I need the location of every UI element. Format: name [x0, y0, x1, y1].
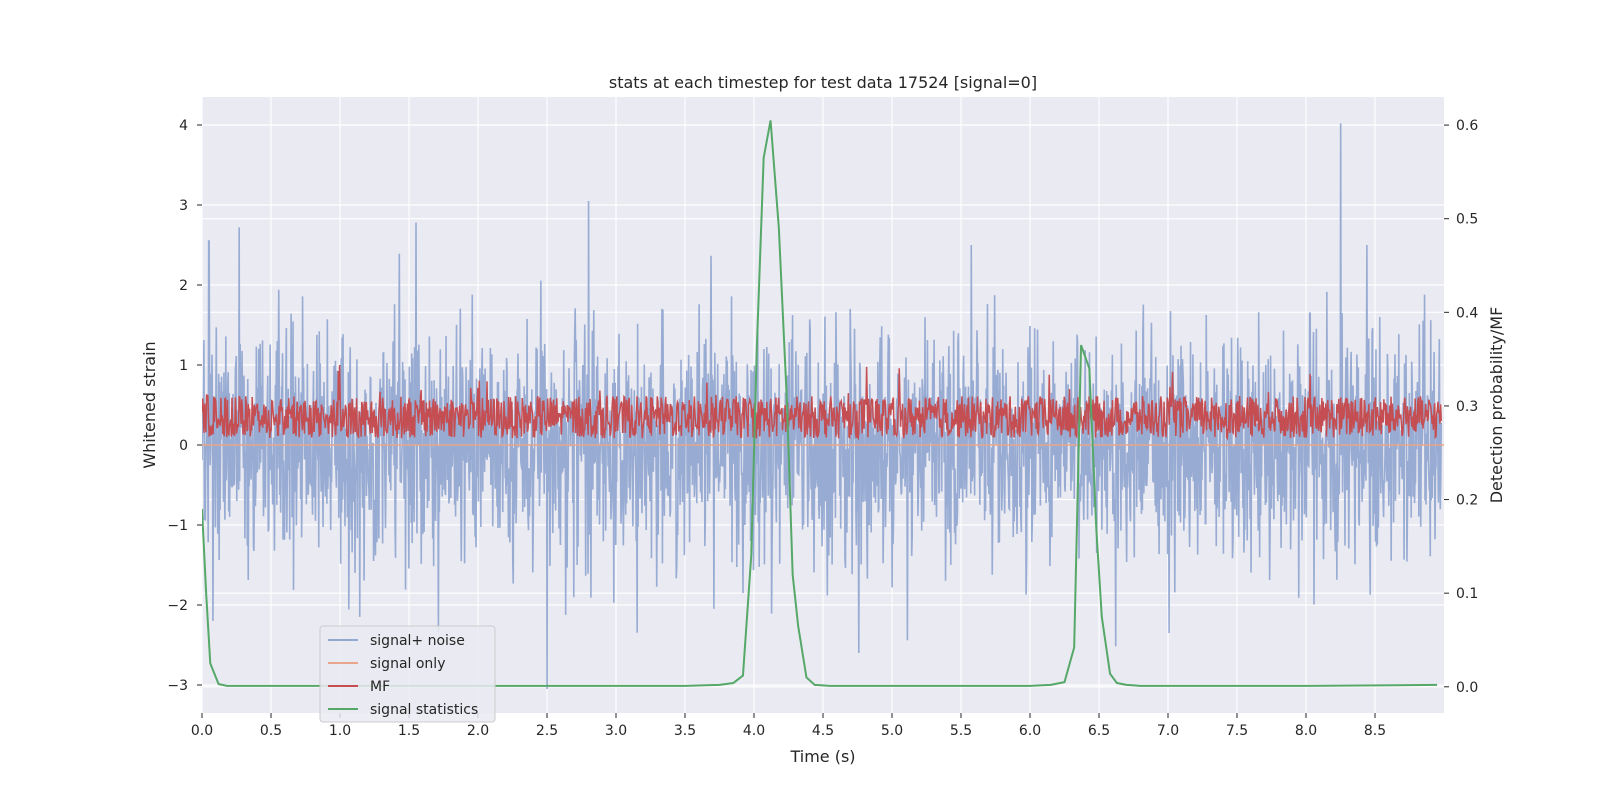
x-tick-label-12: 6.0	[1019, 723, 1041, 739]
x-tick-label-4: 2.0	[467, 723, 489, 739]
series-signal-noise-line	[202, 123, 1443, 690]
y-left-tick-label-2: 2	[179, 278, 188, 294]
x-tick-label-13: 6.5	[1088, 723, 1110, 739]
legend-box	[319, 625, 496, 723]
ticks: 0.0 0.5 1.0 1.5 2.0 2.5 3.0 3.5 4.0 4.5 5.0 5.5 6.0 6…	[167, 118, 1478, 739]
x-tick-label-1: 0.5	[260, 723, 282, 739]
legend: signal+ noise signal only MF signal stat…	[319, 625, 496, 723]
y-left-tick-label-6: −2	[167, 598, 188, 614]
y-right-tick-label-4: 0.2	[1456, 493, 1478, 509]
y-axis-label-right: Detection probability/MF	[1487, 307, 1506, 504]
x-tick-label-15: 7.5	[1226, 723, 1248, 739]
x-tick-label-0: 0.0	[191, 723, 213, 739]
x-tick-label-11: 5.5	[950, 723, 972, 739]
x-tick-label-7: 3.5	[674, 723, 696, 739]
x-tick-label-3: 1.5	[398, 723, 420, 739]
y-right-tick-label-0: 0.6	[1456, 118, 1478, 134]
y-right-tick-label-3: 0.3	[1456, 399, 1478, 415]
y-right-tick-label-2: 0.4	[1456, 305, 1478, 321]
legend-label-signal-statistics: signal statistics	[370, 702, 478, 718]
series-mf-line	[202, 365, 1442, 441]
y-right-tick-label-5: 0.1	[1456, 586, 1478, 602]
legend-label-signal-only: signal only	[370, 656, 445, 672]
legend-label-mf: MF	[370, 679, 390, 695]
legend-label-signal-noise: signal+ noise	[370, 633, 465, 649]
y-left-tick-label-4: 0	[179, 438, 188, 454]
y-left-tick-label-7: −3	[167, 678, 188, 694]
x-tick-label-16: 8.0	[1295, 723, 1317, 739]
y-left-tick-label-1: 3	[179, 198, 188, 214]
y-left-tick-label-5: −1	[167, 518, 188, 534]
x-tick-label-9: 4.5	[812, 723, 834, 739]
x-axis-label: Time (s)	[789, 747, 855, 766]
x-tick-label-8: 4.0	[743, 723, 765, 739]
x-tick-label-14: 7.0	[1157, 723, 1179, 739]
x-tick-label-5: 2.5	[536, 723, 558, 739]
y-right-tick-label-1: 0.5	[1456, 212, 1478, 228]
y-axis-label-left: Whitened strain	[140, 341, 159, 468]
chart-title: stats at each timestep for test data 175…	[609, 73, 1037, 92]
x-tick-label-17: 8.5	[1364, 723, 1386, 739]
x-tick-label-10: 5.0	[881, 723, 903, 739]
y-left-tick-label-3: 1	[179, 358, 188, 374]
y-left-tick-label-0: 4	[179, 118, 188, 134]
y-right-tick-label-6: 0.0	[1456, 680, 1478, 696]
x-tick-label-2: 1.0	[329, 723, 351, 739]
x-tick-label-6: 3.0	[605, 723, 627, 739]
